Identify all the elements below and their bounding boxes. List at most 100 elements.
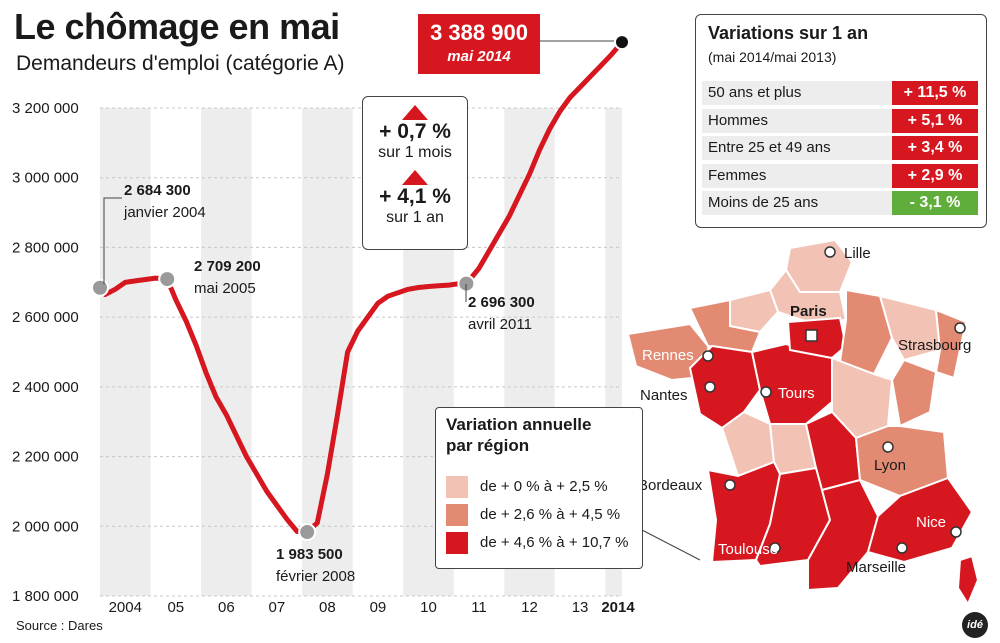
city-marker xyxy=(950,526,962,538)
x-tick-label: 2014 xyxy=(601,599,635,616)
variation-label: 50 ans et plus xyxy=(708,84,802,101)
city-label: Strasbourg xyxy=(898,337,971,354)
city-marker xyxy=(704,381,716,393)
annotation-label-2008: février 2008 xyxy=(276,568,356,585)
city-marker xyxy=(954,322,966,334)
change-callout: + 0,7 % sur 1 mois + 4,1 % sur 1 an xyxy=(362,96,468,250)
variation-badge: + 2,9 % xyxy=(892,164,978,188)
city-label: Tours xyxy=(778,385,815,402)
region-languedoc xyxy=(807,478,880,592)
yearly-change-label: sur 1 an xyxy=(386,209,444,226)
legend-swatch xyxy=(446,476,468,498)
city-label: Nice xyxy=(916,514,946,531)
region-haute-normandie xyxy=(729,288,780,334)
series-line xyxy=(98,40,624,535)
data-point-marker xyxy=(298,523,317,542)
latest-value-box: 3 388 900 mai 2014 xyxy=(418,14,540,74)
x-tick-label: 2004 xyxy=(109,599,142,616)
variation-row: 50 ans et plus + 11,5 % xyxy=(702,81,978,105)
legend-title-line: Variation annuelle xyxy=(446,415,592,434)
x-tick-label: 09 xyxy=(370,599,387,616)
city-label: Bordeaux xyxy=(638,477,703,494)
y-tick-label: 2 600 000 xyxy=(12,309,79,326)
variations-subtitle: (mai 2014/mai 2013) xyxy=(708,49,837,65)
city-label: Rennes xyxy=(642,347,694,364)
region-franche-comte xyxy=(890,358,938,428)
legend-title-line: par région xyxy=(446,436,530,455)
variation-row: Hommes + 5,1 % xyxy=(702,109,978,133)
variation-badge: + 5,1 % xyxy=(892,109,978,133)
chart-subtitle: Demandeurs d'emploi (catégorie A) xyxy=(16,52,345,75)
annotation-label-2005: mai 2005 xyxy=(194,280,256,297)
city-label: Paris xyxy=(790,303,827,320)
annotation-value-2005: 2 709 200 xyxy=(194,258,261,275)
annotation-label-2004: janvier 2004 xyxy=(124,204,206,221)
variation-badge: - 3,1 % xyxy=(892,191,978,215)
monthly-change-label: sur 1 mois xyxy=(378,144,452,161)
region-lorraine xyxy=(878,294,942,362)
variation-label: Femmes xyxy=(708,167,767,184)
variations-title: Variations sur 1 an xyxy=(708,23,869,43)
variations-table: Variations sur 1 an (mai 2014/mai 2013) … xyxy=(695,14,987,228)
latest-value: 3 388 900 xyxy=(430,20,528,45)
latest-label: mai 2014 xyxy=(447,48,511,65)
legend-title: Variation annuelle par région xyxy=(446,414,592,456)
annotation-value-2004: 2 684 300 xyxy=(124,182,191,199)
city-label: Nantes xyxy=(640,387,688,404)
legend-swatch xyxy=(446,532,468,554)
city-marker xyxy=(724,479,736,491)
region-paca xyxy=(866,476,974,564)
y-tick-label: 2 400 000 xyxy=(12,379,79,396)
monthly-change-value: + 0,7 % xyxy=(379,120,451,143)
variation-label: Hommes xyxy=(708,112,769,129)
city-marker xyxy=(769,542,781,554)
city-marker xyxy=(805,329,818,342)
legend-label: de + 4,6 % à + 10,7 % xyxy=(480,534,629,551)
variation-label: Entre 25 et 49 ans xyxy=(708,139,831,156)
variation-badge: + 3,4 % xyxy=(892,136,978,160)
map-legend: Variation annuelle par région de + 0 % à… xyxy=(435,407,643,569)
variation-row: Entre 25 et 49 ans + 3,4 % xyxy=(702,136,978,160)
y-tick-label: 3 000 000 xyxy=(12,170,79,187)
legend-label: de + 2,6 % à + 4,5 % xyxy=(480,506,621,523)
year-band xyxy=(100,108,151,596)
annotation-value-2008: 1 983 500 xyxy=(276,546,343,563)
up-arrow-icon xyxy=(402,105,428,120)
variation-row: Femmes + 2,9 % xyxy=(702,164,978,188)
city-marker xyxy=(824,246,836,258)
y-tick-label: 1 800 000 xyxy=(12,588,79,605)
city-marker xyxy=(760,386,772,398)
city-label: Marseille xyxy=(846,559,906,576)
annotation-value-2011: 2 696 300 xyxy=(468,294,535,311)
data-point-marker xyxy=(614,34,630,51)
up-arrow-icon xyxy=(402,170,428,185)
annotation-label-2011: avril 2011 xyxy=(468,316,532,333)
city-marker xyxy=(882,441,894,453)
page-title: Le chômage en mai xyxy=(14,6,340,47)
city-label: Lyon xyxy=(874,457,906,474)
y-tick-label: 2 800 000 xyxy=(12,239,79,256)
yearly-change-value: + 4,1 % xyxy=(379,185,451,208)
publisher-logo: idé xyxy=(962,612,988,638)
y-tick-label: 2 000 000 xyxy=(12,518,79,535)
city-marker xyxy=(702,350,714,362)
region-pays-de-la-loire xyxy=(688,344,762,430)
x-tick-label: 11 xyxy=(471,599,487,616)
city-label: Toulouse xyxy=(718,541,778,558)
x-tick-label: 05 xyxy=(167,599,184,616)
legend-swatch xyxy=(446,504,468,526)
region-rhone-alpes xyxy=(854,425,950,498)
source-note: Source : Dares xyxy=(16,618,103,633)
year-band xyxy=(302,108,353,596)
x-tick-label: 08 xyxy=(319,599,336,616)
x-tick-label: 12 xyxy=(521,599,538,616)
y-tick-label: 3 200 000 xyxy=(12,100,79,117)
y-tick-label: 2 200 000 xyxy=(12,449,79,466)
legend-label: de + 0 % à + 2,5 % xyxy=(480,478,608,495)
city-label: Lille xyxy=(844,245,871,262)
x-tick-label: 07 xyxy=(269,599,286,616)
variation-label: Moins de 25 ans xyxy=(708,194,819,211)
variation-row: Moins de 25 ans - 3,1 % xyxy=(702,191,978,215)
data-point-marker xyxy=(158,270,177,289)
